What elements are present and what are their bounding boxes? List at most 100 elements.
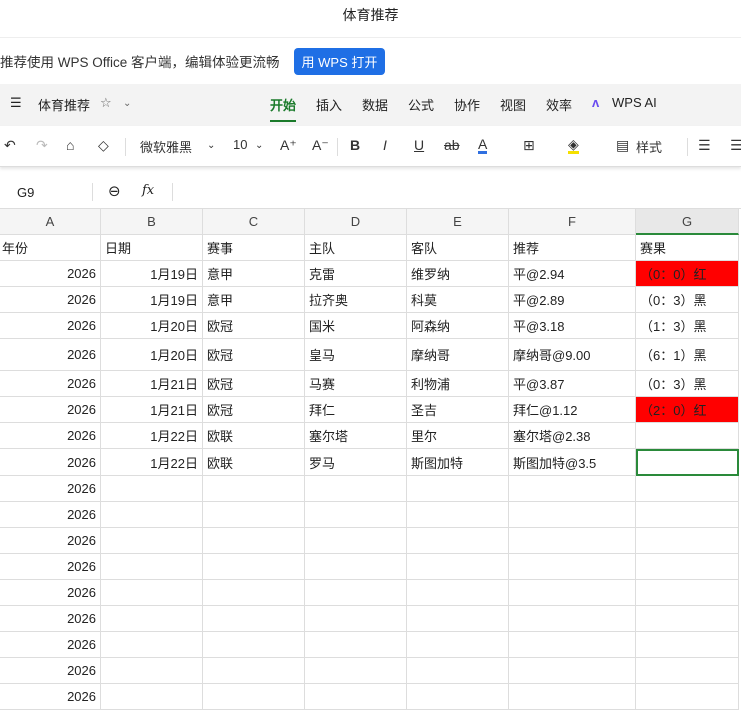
table-cell[interactable] [203, 502, 305, 528]
header-cell[interactable]: 日期 [101, 235, 203, 261]
table-cell[interactable]: 塞尔塔 [305, 423, 407, 449]
font-color-icon[interactable]: A [478, 136, 488, 154]
menu-icon[interactable]: ☰ [10, 95, 22, 110]
header-cell[interactable]: 推荐 [509, 235, 636, 261]
table-cell[interactable] [305, 476, 407, 502]
table-cell[interactable] [636, 423, 739, 449]
border-icon[interactable]: ⊞ [523, 137, 535, 153]
table-cell[interactable] [407, 528, 509, 554]
table-cell[interactable]: 2026 [0, 476, 101, 502]
table-cell[interactable]: 皇马 [305, 339, 407, 371]
table-cell[interactable] [509, 476, 636, 502]
table-cell[interactable]: 2026 [0, 423, 101, 449]
table-cell[interactable] [101, 658, 203, 684]
table-cell[interactable] [305, 502, 407, 528]
table-cell[interactable] [101, 606, 203, 632]
table-cell[interactable] [203, 580, 305, 606]
table-cell[interactable] [407, 554, 509, 580]
table-cell[interactable]: 科莫 [407, 287, 509, 313]
table-cell[interactable]: 2026 [0, 502, 101, 528]
table-cell[interactable] [509, 658, 636, 684]
table-cell[interactable] [636, 502, 739, 528]
underline-icon[interactable]: U [414, 137, 425, 153]
chevron-down-icon[interactable]: ⌄ [123, 98, 132, 109]
eraser-icon[interactable]: ◇ [98, 137, 109, 153]
fx-icon[interactable]: fx [142, 183, 155, 198]
table-cell[interactable]: 1月21日 [101, 397, 203, 423]
header-cell[interactable]: 赛事 [203, 235, 305, 261]
table-cell[interactable]: 平@3.87 [509, 371, 636, 397]
table-cell[interactable]: 国米 [305, 313, 407, 339]
table-cell[interactable]: （0：0）红 [636, 261, 739, 287]
table-cell[interactable]: 拜仁 [305, 397, 407, 423]
column-header-A[interactable]: A [0, 209, 101, 235]
table-cell[interactable] [636, 476, 739, 502]
table-cell[interactable] [509, 632, 636, 658]
style-button[interactable]: 样式 [636, 140, 663, 155]
tab-efficiency[interactable]: 效率 [546, 98, 573, 113]
table-cell[interactable]: 1月22日 [101, 449, 203, 476]
tab-collab[interactable]: 协作 [454, 98, 481, 113]
table-cell[interactable]: 阿森纳 [407, 313, 509, 339]
format-painter-icon[interactable]: ⌂ [66, 137, 75, 153]
table-cell[interactable] [407, 502, 509, 528]
table-cell[interactable] [509, 528, 636, 554]
table-cell[interactable] [101, 580, 203, 606]
table-cell[interactable]: 意甲 [203, 287, 305, 313]
align-center-icon[interactable]: ☰ [730, 137, 741, 153]
table-cell[interactable] [101, 528, 203, 554]
table-cell[interactable] [305, 528, 407, 554]
table-cell[interactable]: 2026 [0, 554, 101, 580]
chevron-down-icon[interactable]: ⌄ [207, 140, 216, 151]
table-cell[interactable]: 2026 [0, 449, 101, 476]
tab-start[interactable]: 开始 [270, 95, 297, 122]
table-cell[interactable] [305, 684, 407, 710]
column-header-B[interactable]: B [101, 209, 203, 235]
table-cell[interactable] [407, 580, 509, 606]
italic-icon[interactable]: I [383, 137, 387, 153]
font-select[interactable]: 微软雅黑 [140, 140, 193, 155]
table-cell[interactable]: 利物浦 [407, 371, 509, 397]
table-cell[interactable]: 拜仁@1.12 [509, 397, 636, 423]
table-cell[interactable]: 斯图加特 [407, 449, 509, 476]
tab-view[interactable]: 视图 [500, 98, 527, 113]
table-cell[interactable] [305, 606, 407, 632]
column-header-C[interactable]: C [203, 209, 305, 235]
header-cell[interactable]: 客队 [407, 235, 509, 261]
table-cell[interactable] [636, 606, 739, 632]
table-cell[interactable]: 2026 [0, 606, 101, 632]
table-cell[interactable] [407, 684, 509, 710]
header-cell[interactable]: 赛果 [636, 235, 739, 261]
table-cell[interactable]: （2：0）红 [636, 397, 739, 423]
table-cell[interactable]: 2026 [0, 371, 101, 397]
tab-formula[interactable]: 公式 [408, 98, 435, 113]
header-cell[interactable]: 年份 [0, 235, 101, 261]
table-cell[interactable]: 平@2.89 [509, 287, 636, 313]
table-cell[interactable] [305, 658, 407, 684]
table-cell[interactable]: （6：1）黑 [636, 339, 739, 371]
table-cell[interactable]: 欧冠 [203, 313, 305, 339]
table-cell[interactable]: 2026 [0, 658, 101, 684]
table-cell[interactable]: 2026 [0, 287, 101, 313]
table-cell[interactable] [305, 632, 407, 658]
table-cell[interactable] [636, 658, 739, 684]
table-cell[interactable]: 1月19日 [101, 261, 203, 287]
table-cell[interactable]: 2026 [0, 339, 101, 371]
star-icon[interactable]: ☆ [100, 95, 112, 110]
tab-wps-ai[interactable]: WPS AI [612, 95, 657, 110]
column-header-D[interactable]: D [305, 209, 407, 235]
table-cell[interactable]: 摩纳哥@9.00 [509, 339, 636, 371]
table-cell[interactable] [636, 684, 739, 710]
table-cell[interactable] [407, 632, 509, 658]
table-cell[interactable]: 1月20日 [101, 313, 203, 339]
table-cell[interactable] [101, 502, 203, 528]
table-cell[interactable]: 2026 [0, 684, 101, 710]
table-cell[interactable] [636, 554, 739, 580]
table-cell[interactable]: 圣吉 [407, 397, 509, 423]
table-cell[interactable]: 平@2.94 [509, 261, 636, 287]
table-cell[interactable]: 欧冠 [203, 397, 305, 423]
table-cell[interactable] [203, 606, 305, 632]
bold-icon[interactable]: B [350, 137, 361, 153]
table-cell[interactable]: 2026 [0, 313, 101, 339]
table-cell[interactable]: 1月21日 [101, 371, 203, 397]
